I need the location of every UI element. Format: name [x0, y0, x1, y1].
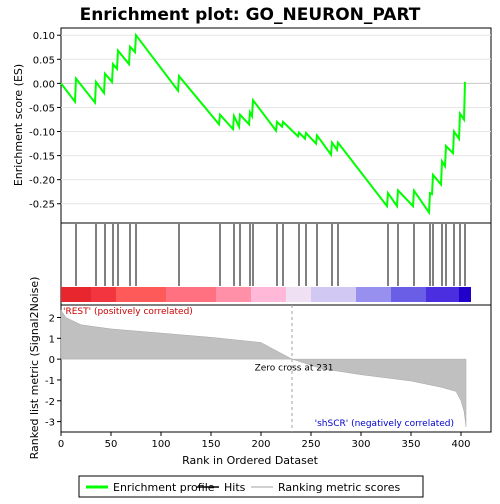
heatmap-segment: [311, 287, 356, 302]
es-y-tick-label: -0.05: [29, 103, 55, 114]
legend: Enrichment profile Hits Ranking metric sco…: [86, 481, 400, 494]
es-y-axis-label: Enrichment score (ES): [12, 64, 25, 186]
heatmap-segment: [356, 287, 391, 302]
es-y-tick-label: -0.15: [29, 152, 55, 163]
positive-correlation-label: 'REST' (positively correlated): [63, 307, 193, 317]
es-y-tick-label: 0.05: [33, 55, 55, 66]
x-tick-label: 200: [251, 439, 270, 450]
hits-marks: [75, 224, 466, 286]
metric-y-axis: 2 1 0 -1 -2 -3: [45, 313, 61, 429]
x-tick-label: 150: [201, 439, 220, 450]
heatmap-segment: [251, 287, 286, 302]
es-y-tick-label: 0.10: [33, 31, 55, 42]
x-axis-label: Rank in Ordered Dataset: [182, 454, 319, 467]
metric-y-tick-label: -1: [45, 376, 55, 387]
metric-y-tick-label: -2: [45, 397, 55, 408]
metric-y-axis-label: Ranked list metric (Signal2Noise): [28, 277, 41, 460]
heatmap-segment: [91, 287, 116, 302]
x-tick-label: 300: [351, 439, 370, 450]
x-tick-label: 50: [105, 439, 118, 450]
es-y-tick-label: -0.20: [29, 176, 55, 187]
metric-y-tick-label: 1: [49, 334, 55, 345]
chart-title: Enrichment plot: GO_NEURON_PART: [80, 5, 421, 25]
x-tick-label: 100: [151, 439, 170, 450]
heatmap-segment: [459, 287, 471, 302]
legend-label: Ranking metric scores: [278, 481, 400, 494]
es-y-axis: 0.10 0.05 0.00 -0.05 -0.10 -0.15 -0.20 -0.25: [29, 31, 61, 211]
metric-y-tick-label: 0: [49, 355, 55, 366]
heatmap-segment: [116, 287, 166, 302]
legend-label: Enrichment profile: [113, 481, 215, 494]
es-y-tick-label: 0.00: [33, 79, 55, 90]
heatmap-segment: [286, 287, 311, 302]
rank-heatmap-bar: [61, 287, 471, 302]
legend-label: Hits: [224, 481, 246, 494]
x-tick-label: 400: [451, 439, 470, 450]
heatmap-segment: [166, 287, 216, 302]
enrichment-profile-line: [60, 32, 466, 216]
es-y-tick-label: -0.10: [29, 128, 55, 139]
x-tick-label: 350: [401, 439, 420, 450]
negative-correlation-label: 'shSCR' (negatively correlated): [315, 419, 454, 429]
metric-y-tick-label: -3: [45, 418, 55, 429]
zero-cross-label: Zero cross at 231: [255, 364, 334, 374]
x-tick-label: 0: [58, 439, 64, 450]
heatmap-segment: [61, 287, 91, 302]
es-y-tick-label: -0.25: [29, 200, 55, 211]
x-axis: 0 50 100 150 200 250 300 350 400: [58, 432, 471, 450]
metric-y-tick-label: 2: [49, 313, 55, 324]
ranking-metric-area: [60, 309, 467, 427]
heatmap-segment: [216, 287, 251, 302]
heatmap-segment: [391, 287, 426, 302]
heatmap-segment: [426, 287, 459, 302]
x-tick-label: 250: [301, 439, 320, 450]
